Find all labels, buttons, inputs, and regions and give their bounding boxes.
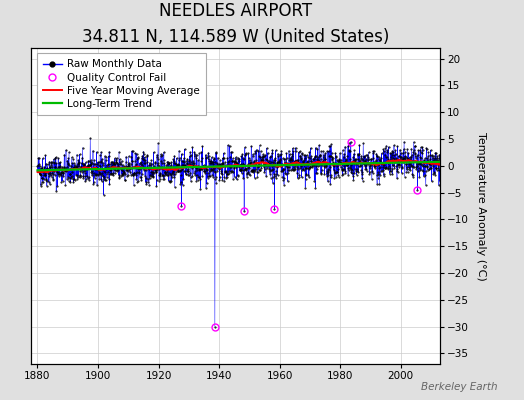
Text: Berkeley Earth: Berkeley Earth <box>421 382 498 392</box>
Legend: Raw Monthly Data, Quality Control Fail, Five Year Moving Average, Long-Term Tren: Raw Monthly Data, Quality Control Fail, … <box>37 53 206 115</box>
Y-axis label: Temperature Anomaly (°C): Temperature Anomaly (°C) <box>476 132 486 280</box>
Title: NEEDLES AIRPORT
34.811 N, 114.589 W (United States): NEEDLES AIRPORT 34.811 N, 114.589 W (Uni… <box>82 2 389 46</box>
